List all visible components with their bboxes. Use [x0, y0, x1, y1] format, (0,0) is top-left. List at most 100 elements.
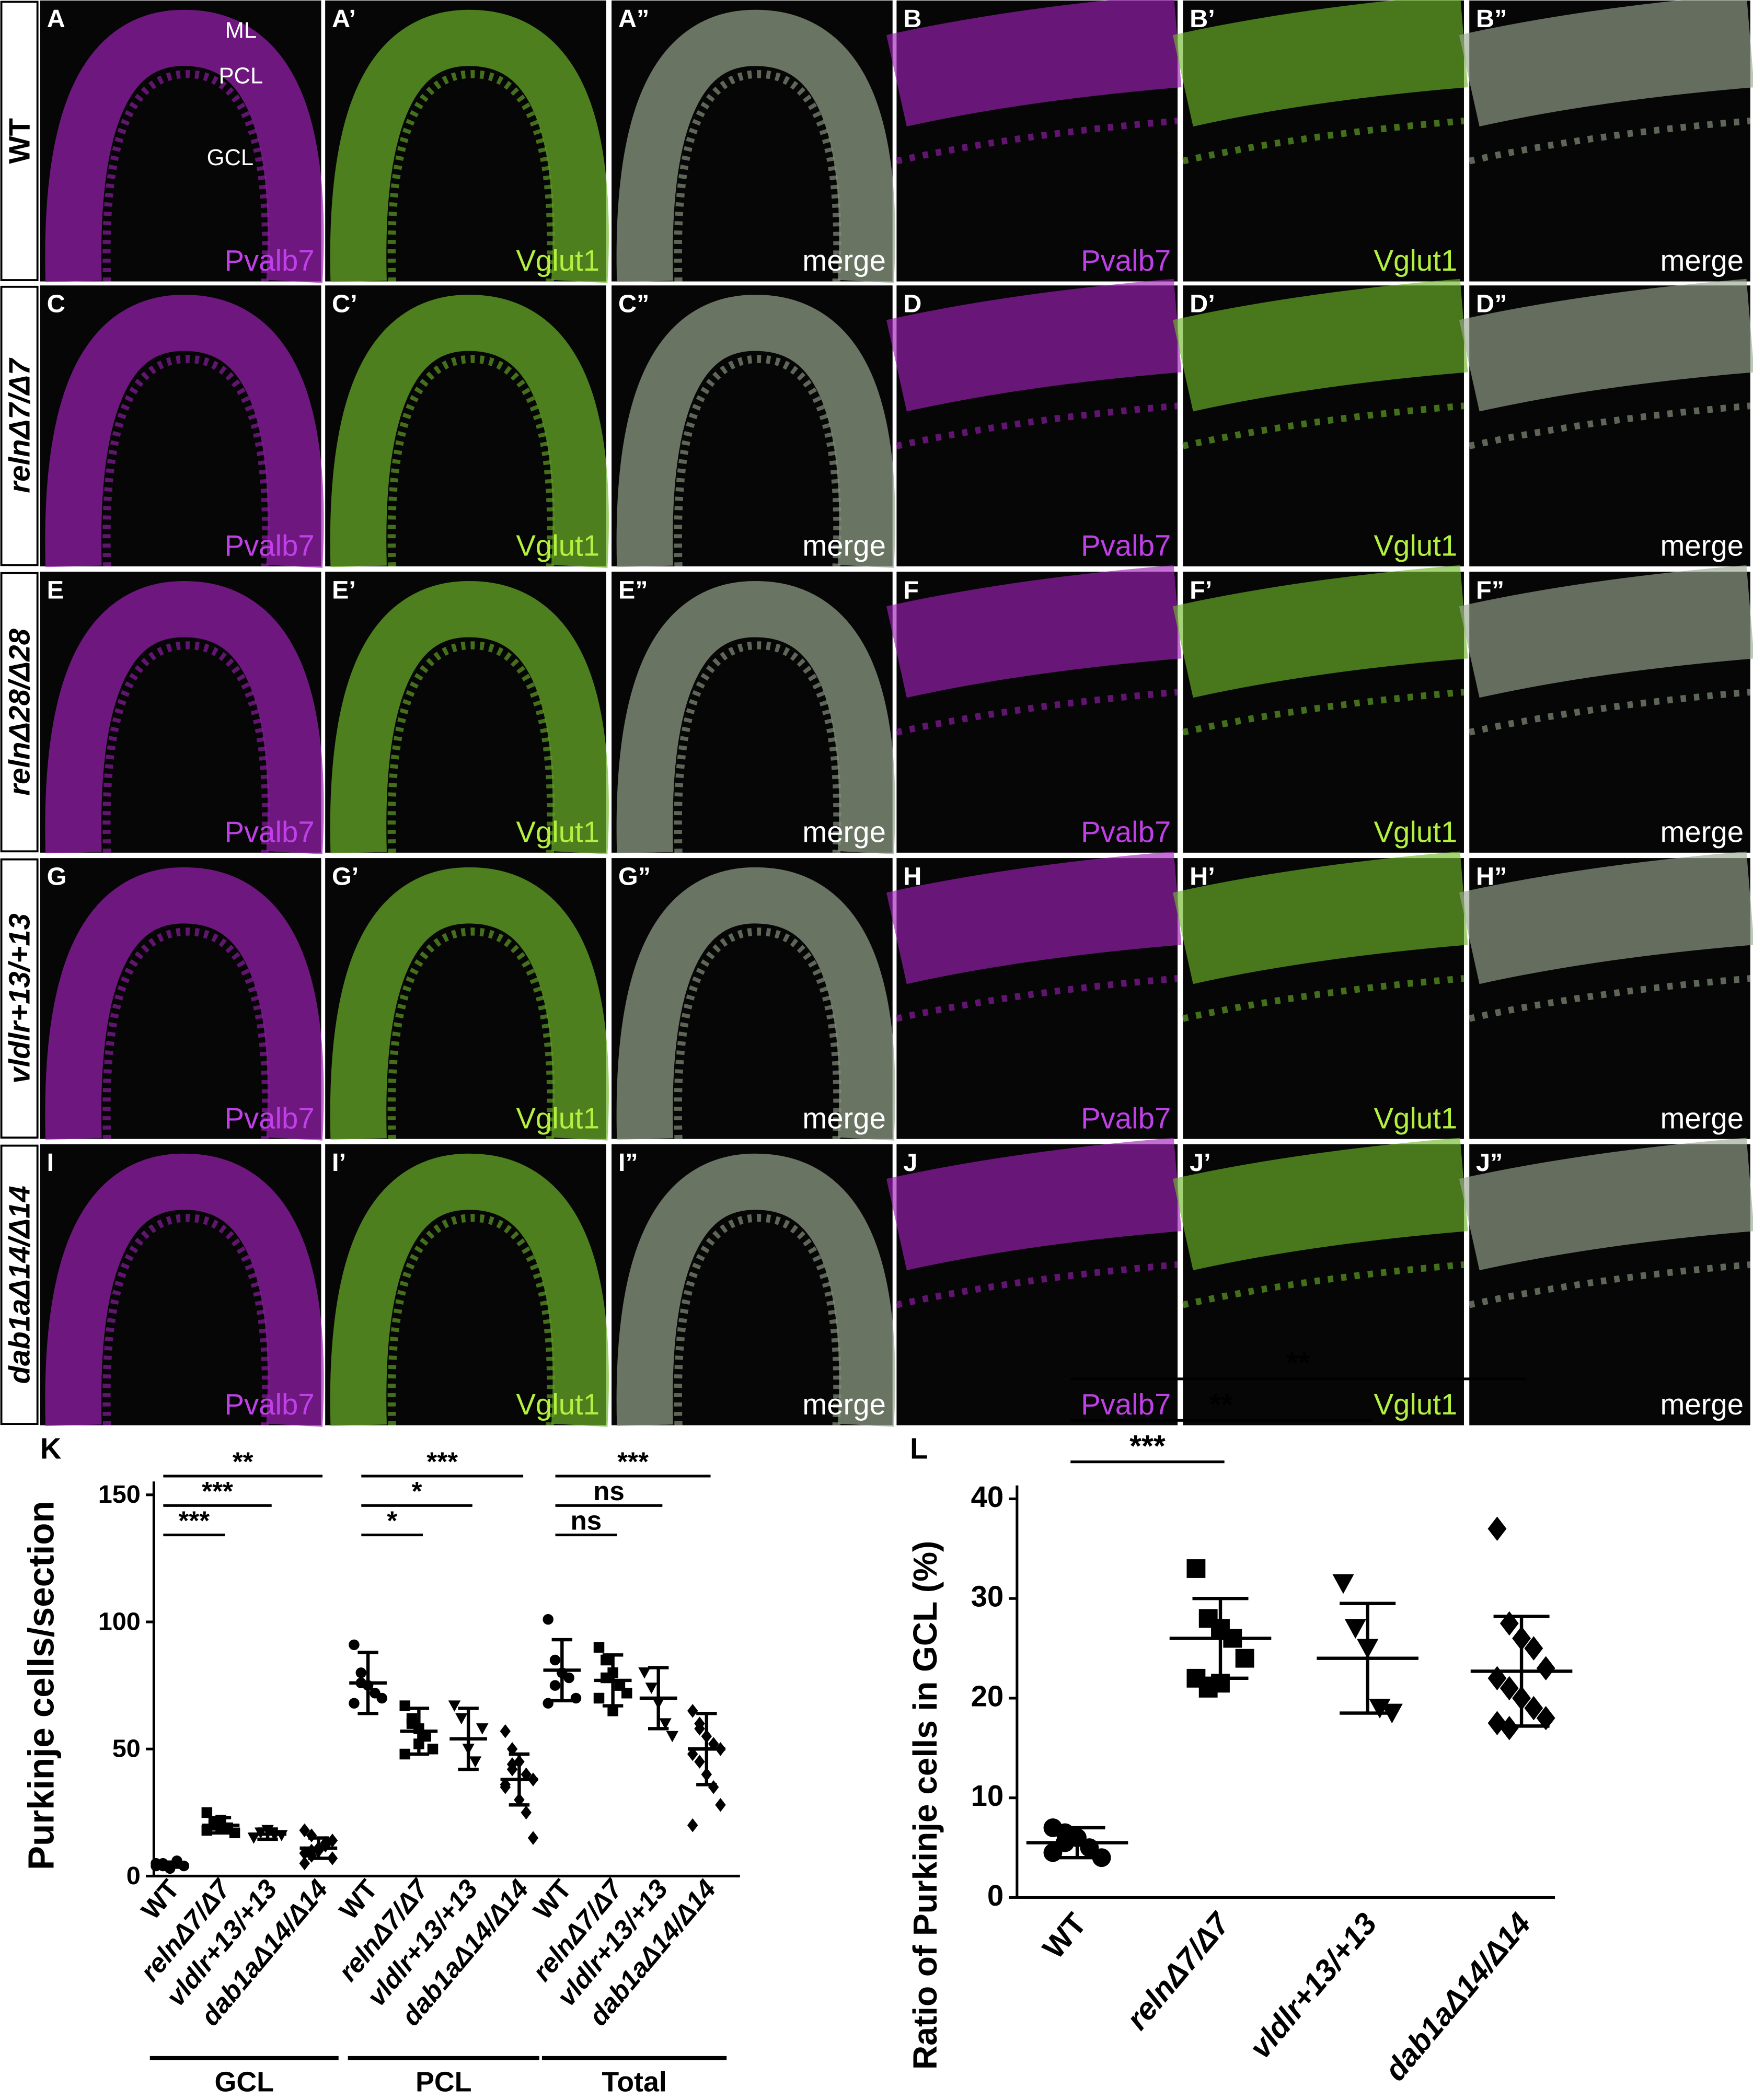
- tissue-layer: [1459, 0, 1753, 127]
- tissue-layer-inner: [102, 927, 270, 1140]
- tissue: [616, 867, 895, 1141]
- tissue: [1172, 0, 1468, 165]
- data-point: [376, 1692, 387, 1704]
- channel-label: merge: [802, 244, 886, 277]
- tissue: [45, 581, 324, 854]
- row-label-box: [0, 858, 39, 1139]
- data-point: [687, 1703, 698, 1718]
- data-point: [1332, 1574, 1354, 1594]
- row-label: relnΔ28/Δ28: [3, 628, 36, 795]
- error-bar: [408, 1707, 430, 1756]
- panel-letter: H’: [1190, 862, 1215, 890]
- tissue: [330, 295, 609, 568]
- data-point: [1487, 1666, 1507, 1691]
- data-point: [349, 1698, 360, 1709]
- y-tick-label: 10: [971, 1779, 1004, 1812]
- data-point: [427, 1744, 439, 1755]
- tissue: [1459, 851, 1753, 1022]
- channel-label: Vglut1: [1374, 815, 1458, 848]
- tissue-layer: [330, 295, 609, 568]
- error-bar: [159, 1860, 180, 1869]
- tissue-layer: [886, 565, 1182, 698]
- panel-letter: E’: [332, 576, 356, 604]
- channel-label: Pvalb7: [1081, 529, 1171, 562]
- tissue: [1459, 0, 1753, 165]
- chart-title: L: [910, 1432, 928, 1465]
- tissue-layer-inner: [102, 70, 270, 282]
- panel-letter: J”: [1476, 1148, 1503, 1177]
- tissue-layer: [1459, 1138, 1753, 1271]
- channel-label: merge: [802, 529, 886, 562]
- tissue: [45, 867, 324, 1141]
- y-tick-label: 30: [971, 1580, 1004, 1613]
- data-point: [521, 1805, 532, 1820]
- row-label: relnΔ7/Δ7: [3, 357, 36, 493]
- panel-letter: I: [47, 1148, 54, 1177]
- y-tick-label: 20: [971, 1679, 1004, 1712]
- tissue-layer-inner: [102, 355, 270, 567]
- tissue: [1172, 1138, 1468, 1308]
- data-point: [621, 1687, 632, 1699]
- error-bar: [257, 1827, 278, 1841]
- tissue-layer: [1172, 851, 1468, 984]
- data-point: [506, 1757, 518, 1771]
- panel-letter: E: [47, 576, 64, 604]
- data-point: [349, 1639, 360, 1651]
- panel-letter: I”: [618, 1148, 638, 1177]
- tissue-layer-inner: [674, 927, 841, 1140]
- data-point: [399, 1748, 410, 1760]
- tissue-layer: [330, 9, 609, 283]
- panel-letter: J’: [1190, 1148, 1211, 1177]
- data-point: [1235, 1649, 1254, 1668]
- channel-label: merge: [802, 1388, 886, 1421]
- tissue-layer-inner: [387, 1214, 555, 1426]
- y-tick-label: 150: [98, 1480, 141, 1509]
- group-label: GCL: [215, 2067, 274, 2098]
- channel-label: Pvalb7: [224, 529, 314, 562]
- error-bar: [602, 1653, 624, 1708]
- significance-label: ns: [571, 1505, 602, 1535]
- region-label: PCL: [219, 64, 263, 89]
- tissue: [886, 0, 1182, 165]
- panel-letter: G’: [332, 862, 359, 890]
- error-bar: [458, 1707, 479, 1771]
- data-point: [593, 1642, 605, 1653]
- tissue: [1172, 565, 1468, 736]
- significance-label: **: [1286, 1347, 1310, 1380]
- error-bar: [1493, 1615, 1550, 1728]
- panel-letter: J: [903, 1148, 917, 1177]
- tissue: [1459, 279, 1753, 449]
- tissue: [886, 851, 1182, 1022]
- tissue: [1459, 565, 1753, 736]
- channel-label: Vglut1: [516, 529, 599, 562]
- row-label-box: [0, 285, 39, 566]
- significance-label: ***: [617, 1447, 649, 1477]
- channel-label: Pvalb7: [1081, 244, 1171, 277]
- tissue: [330, 867, 609, 1141]
- tissue-layer-inner: [387, 927, 555, 1140]
- data-point: [527, 1831, 539, 1845]
- error-bar: [509, 1752, 530, 1807]
- channel-label: Pvalb7: [224, 1101, 314, 1134]
- tissue-layer: [1459, 851, 1753, 984]
- tissue-layer: [886, 851, 1182, 984]
- panel-letter: C”: [618, 289, 649, 318]
- data-point: [1500, 1676, 1519, 1701]
- row-label-box: [0, 1, 39, 281]
- significance-label: *: [412, 1476, 422, 1506]
- error-bar: [357, 1651, 378, 1715]
- tissue: [616, 1153, 895, 1427]
- tissue: [616, 581, 895, 854]
- tissue-layer-inner: [102, 641, 270, 853]
- row-label: dab1aΔ14/Δ14: [3, 1186, 36, 1384]
- panel-letter: A”: [618, 5, 649, 33]
- data-point: [1500, 1611, 1519, 1636]
- data-point: [201, 1807, 213, 1818]
- channel-label: merge: [1660, 529, 1744, 562]
- tissue: [886, 279, 1182, 449]
- panel-letter: D”: [1476, 289, 1507, 318]
- channel-label: merge: [802, 1101, 886, 1134]
- tissue: [45, 1153, 324, 1427]
- tissue-layer: [1459, 279, 1753, 412]
